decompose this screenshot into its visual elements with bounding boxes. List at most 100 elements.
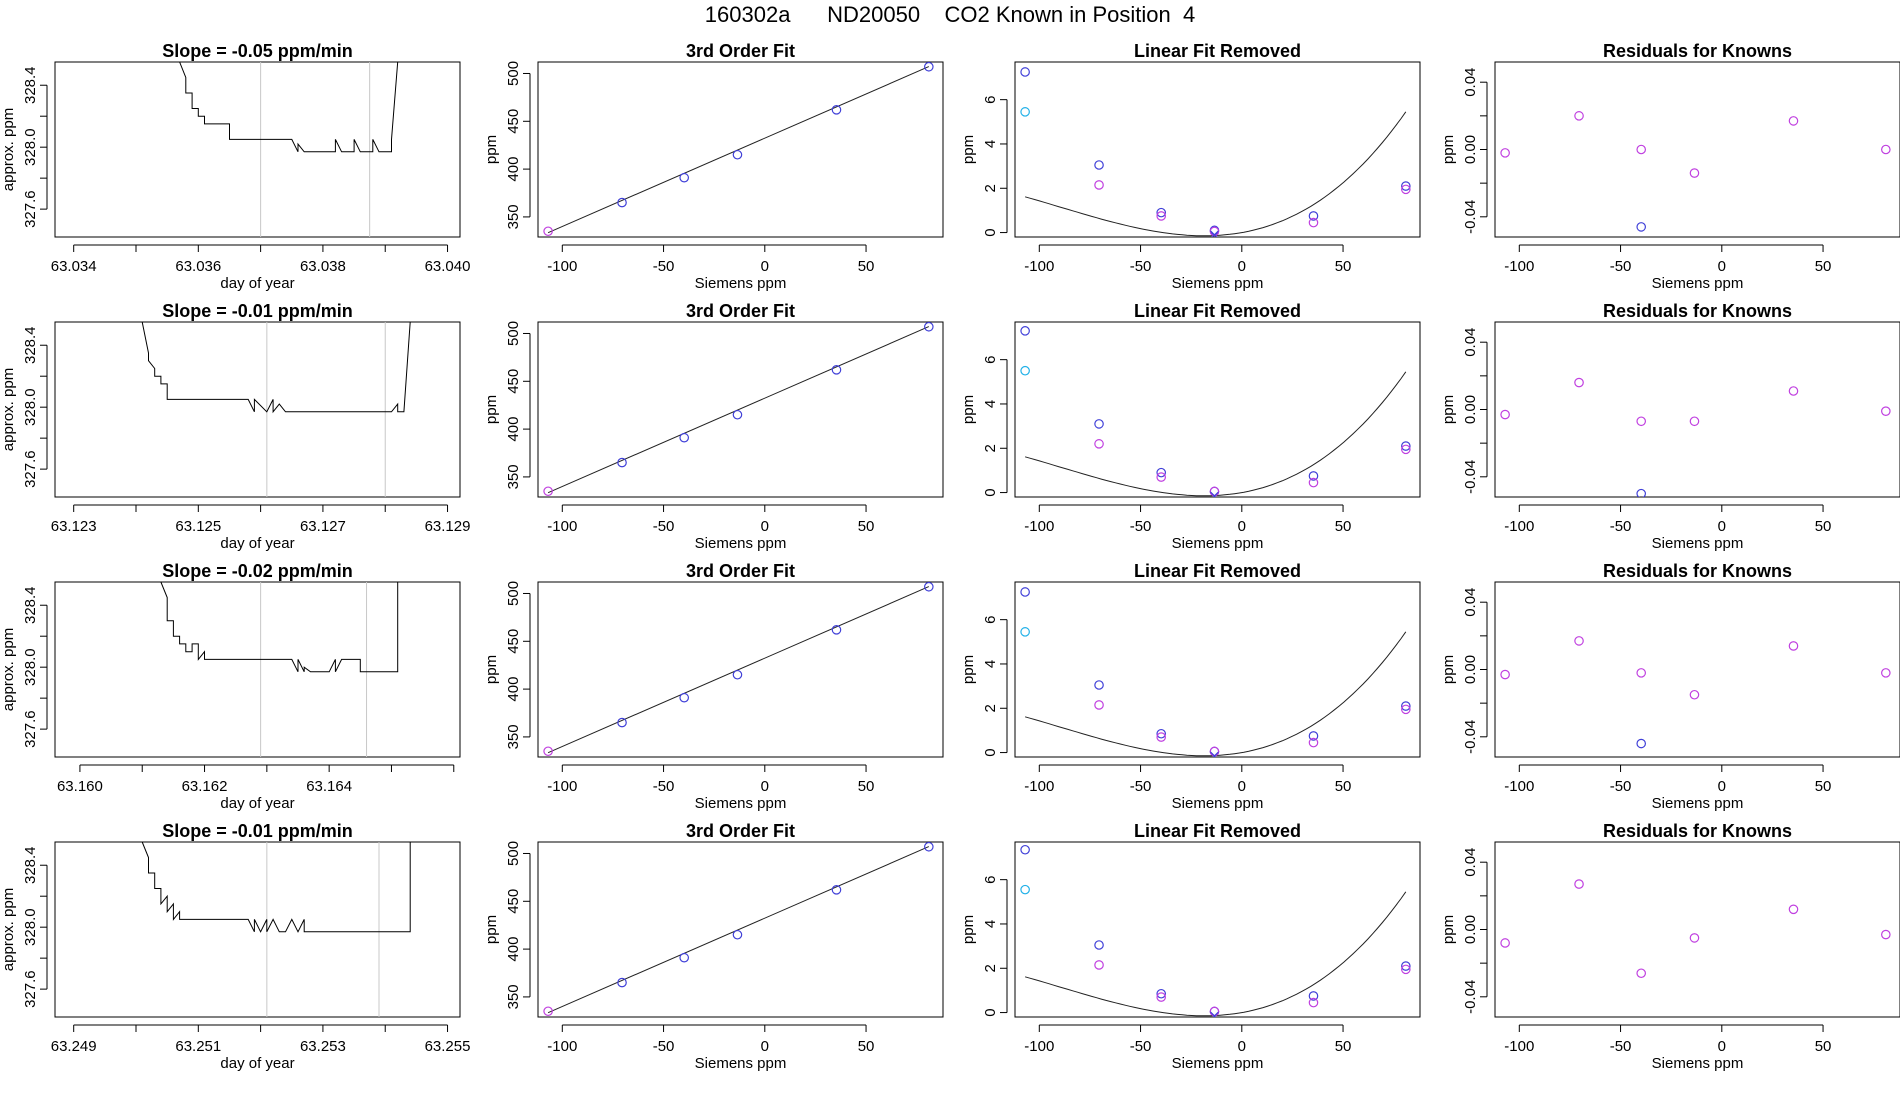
data-point [1636,738,1647,749]
data-point [1401,444,1411,455]
y-tick-label: -0.04 [1462,980,1479,1014]
fit-curve [1024,111,1407,237]
plot-frame [1014,61,1421,238]
y-tick-label: 327.6 [22,970,39,1008]
data-point [1500,148,1510,158]
data-point [617,457,627,468]
data-point [1636,144,1647,155]
y-tick-label: 4 [982,400,999,408]
x-tick-label: 0 [761,1038,769,1055]
data-point [831,625,842,635]
panel-title: 3rd Order Fit [686,821,795,841]
y-tick-label: 0 [982,748,999,756]
x-tick-label: -100 [1504,778,1534,795]
x-tick-label: 50 [1335,778,1352,795]
panel-title: 3rd Order Fit [686,301,795,321]
data-area [1020,326,1411,497]
series-line [141,842,411,933]
data-point [1020,107,1030,117]
y-tick-label: 0 [982,488,999,496]
x-tick-label: 63.160 [57,778,103,795]
data-point [924,842,934,852]
series-line [141,322,411,414]
y-tick-label: -0.04 [1462,720,1479,754]
y-tick-label: 400 [505,937,522,962]
y-axis-label: ppm [960,915,977,944]
data-point [543,486,553,497]
series-line [160,582,399,673]
y-axis-label: ppm [1440,395,1457,424]
data-point [1881,144,1891,155]
plot-frame [1494,581,1900,758]
data-point [1788,641,1799,651]
y-tick-label: 6 [982,355,999,363]
y-tick-label: 400 [505,677,522,702]
data-point [1500,669,1510,680]
data-point [617,197,627,208]
fit-curve [547,586,929,754]
data-point [1308,997,1319,1008]
y-tick-label: 350 [505,464,522,489]
x-tick-label: 50 [1815,518,1832,535]
plot-frame [1014,841,1421,1018]
y-tick-label: -0.04 [1462,460,1479,494]
data-point [1156,992,1167,1002]
x-tick-label: 63.255 [425,1038,471,1055]
data-point [617,977,627,988]
y-tick-label: 4 [982,660,999,668]
data-point [831,105,842,115]
data-point [1020,587,1030,597]
plot-frame [1014,581,1421,758]
x-tick-label: -50 [653,1038,675,1055]
y-tick-label: 327.6 [22,190,39,228]
data-point [1401,181,1411,191]
data-point [1401,701,1411,711]
data-point [924,582,934,592]
x-tick-label: -50 [1130,1038,1152,1055]
x-tick-label: -50 [1130,518,1152,535]
y-axis-label: ppm [483,395,500,424]
x-axis-label: day of year [220,1055,294,1072]
panel-title: 3rd Order Fit [686,41,795,61]
x-tick-label: 63.162 [182,778,228,795]
x-axis-label: Siemens ppm [1652,1055,1744,1072]
data-point [732,149,743,160]
data-point [679,692,690,703]
data-point [1881,929,1891,940]
x-tick-label: 0 [1718,778,1726,795]
y-tick-label: 327.6 [22,710,39,748]
x-tick-label: 63.253 [300,1038,346,1055]
y-tick-label: 328.0 [22,908,39,946]
data-point [1020,67,1030,77]
data-point [1636,488,1647,497]
x-tick-label: 50 [858,258,875,275]
data-point [1094,700,1104,710]
x-axis-label: Siemens ppm [1652,535,1744,552]
data-point [1401,961,1411,971]
x-tick-label: 0 [1238,778,1246,795]
data-area [141,322,411,497]
x-tick-label: -50 [1610,518,1632,535]
data-area [543,62,934,237]
data-point [1574,636,1584,646]
x-axis-label: day of year [220,795,294,812]
data-point [1156,988,1167,999]
data-area [543,842,934,1017]
data-point [1156,211,1167,221]
plot-frame [54,841,461,1018]
x-tick-label: -100 [1504,518,1534,535]
data-area [1020,67,1411,237]
data-point [1500,409,1510,420]
data-point [1209,226,1220,237]
plot-frame [54,581,461,758]
data-point [1689,416,1700,427]
data-point [1636,668,1647,678]
panel-r2-trace: Slope = -0.01 ppm/min 63.123 63.125 63.127 6… [0,301,470,552]
x-tick-label: 50 [1335,518,1352,535]
data-point [1156,732,1167,742]
fit-curve [1024,891,1407,1017]
data-point [679,952,690,963]
x-tick-label: 0 [761,258,769,275]
